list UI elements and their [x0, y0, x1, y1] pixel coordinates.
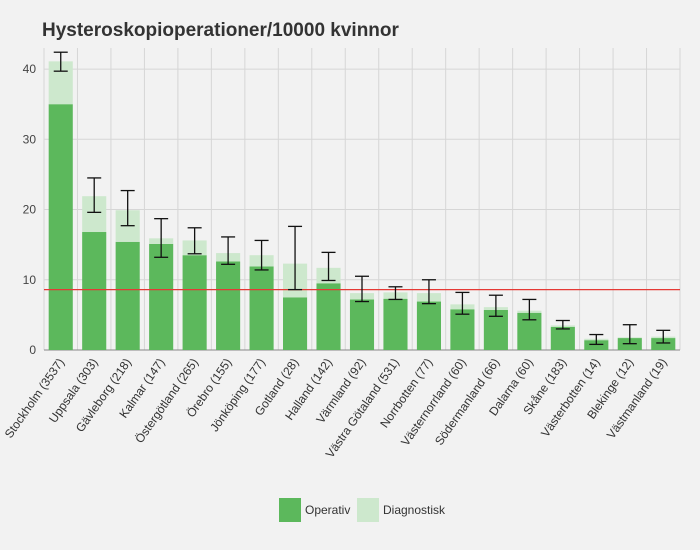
bar-operativ [349, 299, 375, 350]
error-bar [288, 225, 303, 291]
error-bar [488, 294, 503, 317]
error-bar [87, 177, 102, 213]
category-labels: Stockholm (3537)Uppsala (303)Gävleborg (… [2, 356, 670, 461]
error-bar [321, 251, 336, 282]
error-bar [622, 324, 637, 345]
legend-swatch [357, 498, 379, 522]
error-bar [53, 51, 68, 72]
error-bar [455, 291, 470, 315]
x-category-label: Västmanland (19) [604, 356, 670, 442]
error-bar [522, 298, 537, 321]
legend-item[interactable]: Operativ [279, 498, 350, 522]
bar-operativ [316, 283, 341, 350]
bar-operativ [182, 255, 207, 350]
legend-label: Operativ [305, 503, 350, 517]
legend: Operativ Diagnostisk [279, 498, 446, 522]
bar-operativ [550, 326, 575, 350]
bars [48, 61, 676, 351]
x-category-label: Stockholm (3537) [2, 356, 67, 441]
bar-operativ [450, 309, 475, 350]
error-bar [154, 218, 169, 258]
y-tick-label: 30 [23, 132, 37, 146]
error-bar [589, 333, 604, 346]
legend-item[interactable]: Diagnostisk [357, 498, 446, 522]
error-bar [555, 319, 570, 330]
bar-operativ [115, 241, 140, 350]
chart-title: Hysteroskopioperationer/10000 kvinnor [42, 20, 400, 41]
bar-operativ [249, 266, 274, 350]
bar-operativ [82, 232, 107, 350]
error-bar [421, 279, 436, 305]
error-bar [120, 189, 135, 227]
error-bar [656, 329, 671, 344]
error-bar [355, 275, 369, 303]
error-bar [187, 227, 202, 255]
error-bars [53, 51, 671, 346]
y-tick-label: 0 [29, 343, 36, 357]
bar-operativ [216, 261, 241, 350]
bar-operativ [48, 104, 73, 351]
error-bar [388, 286, 403, 301]
bar-operativ [416, 301, 441, 350]
bar-operativ [651, 338, 676, 350]
y-tick-label: 10 [23, 273, 37, 287]
legend-swatch [279, 498, 301, 522]
bar-operativ [383, 298, 408, 350]
bar-operativ [283, 297, 308, 350]
error-bar [254, 239, 269, 271]
y-tick-label: 40 [23, 62, 37, 76]
error-bar [221, 236, 236, 265]
bar-operativ [149, 243, 174, 350]
legend-label: Diagnostisk [383, 503, 446, 517]
y-tick-label: 20 [23, 203, 37, 217]
bar-operativ [584, 340, 609, 350]
